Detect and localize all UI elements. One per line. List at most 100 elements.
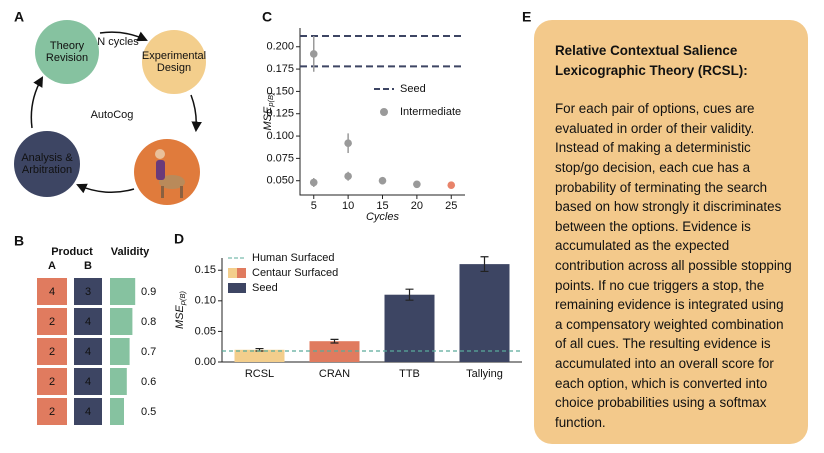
validity-label: 0.6 (141, 376, 156, 388)
cell-value: 2 (49, 406, 55, 418)
panel-label: B (14, 233, 24, 249)
x-tick-label: 5 (311, 200, 317, 212)
cell (37, 308, 67, 335)
validity-bar (110, 278, 136, 305)
validity-bar (110, 368, 127, 395)
cell-value: 4 (49, 286, 55, 298)
y-label-main: MSE (174, 305, 186, 330)
y-tick-label: 0.125 (266, 108, 294, 120)
cell-value: 2 (49, 346, 55, 358)
validity-label: 0.7 (141, 346, 156, 358)
axes (299, 28, 465, 196)
x-tick-label: Tallying (466, 368, 503, 380)
cell-value: 2 (49, 316, 55, 328)
panel-label: D (174, 231, 184, 247)
y-axis-label: MSEp(B) (174, 290, 187, 329)
cell (37, 338, 67, 365)
legend-label: Intermediate (400, 106, 461, 118)
node (35, 20, 99, 84)
table-header: Validity (111, 246, 150, 258)
legend-swatch (228, 283, 246, 293)
node-label: Design (157, 62, 191, 74)
arrow (190, 94, 202, 133)
panel-label: A (14, 9, 24, 25)
y-tick-label: 0.050 (266, 175, 294, 187)
x-tick-label: 15 (376, 200, 388, 212)
centaur-icon (155, 149, 185, 198)
panel-label: C (262, 9, 272, 25)
panel-label: E (522, 9, 531, 25)
y-label-sub: p(B) (266, 92, 275, 108)
cell-value: 4 (85, 316, 91, 328)
legend-label: Centaur Surfaced (252, 267, 338, 279)
y-tick-label: 0.15 (195, 264, 216, 276)
cell (37, 368, 67, 395)
point (378, 176, 387, 185)
x-tick-label: 25 (445, 200, 457, 212)
node-label: Arbitration (22, 164, 72, 176)
box-body: For each pair of options, cues are evalu… (555, 101, 792, 430)
bar (309, 341, 360, 362)
y-tick-label: 0.200 (266, 41, 294, 53)
x-axis-label: Cycles (366, 211, 400, 223)
legend-swatch (380, 108, 388, 116)
validity-bar (110, 308, 133, 335)
validity-label: 0.5 (141, 406, 156, 418)
cell (74, 398, 102, 425)
y-tick-label: 0.150 (266, 85, 294, 97)
point (447, 181, 456, 189)
y-tick-label: 0.10 (195, 295, 216, 307)
arrow (30, 76, 44, 129)
x-tick-label: RCSL (245, 368, 274, 380)
legend-swatch (228, 268, 237, 278)
node-label: Theory (50, 40, 85, 52)
x-tick-label: TTB (399, 368, 420, 380)
node-label: Revision (46, 52, 88, 64)
cell-value: 3 (85, 286, 91, 298)
y-tick-label: 0.100 (266, 130, 294, 142)
point (344, 172, 352, 181)
cell (74, 338, 102, 365)
legend-label: Seed (400, 83, 426, 95)
validity-bar (110, 398, 124, 425)
point (309, 178, 318, 187)
arrow (99, 31, 148, 42)
bar (234, 349, 285, 362)
error-bar (480, 256, 489, 273)
x-tick-label: 10 (342, 200, 354, 212)
y-tick-label: 0.05 (195, 325, 216, 337)
cell (74, 308, 102, 335)
cell-value: 2 (49, 376, 55, 388)
point (344, 139, 352, 148)
cell (37, 278, 67, 305)
node-label: Experimental (142, 50, 206, 62)
cell-value: 4 (85, 346, 91, 358)
validity-bar (110, 338, 130, 365)
point (413, 180, 421, 189)
center-label: AutoCog (91, 109, 134, 121)
y-tick-label: 0.00 (195, 356, 216, 368)
y-axis-label: MSEp(B) (262, 92, 275, 131)
cell (74, 368, 102, 395)
y-tick-label: 0.175 (266, 63, 294, 75)
arrow (76, 183, 135, 194)
node (142, 30, 206, 94)
error-bar (405, 288, 414, 301)
column-label: B (84, 260, 92, 272)
node-centaur (134, 139, 200, 205)
legend-swatch (237, 268, 246, 278)
legend-label: Human Surfaced (252, 252, 335, 264)
node (14, 131, 80, 197)
cycle-diagram (14, 20, 206, 205)
y-label-main: MSE (262, 106, 274, 131)
box-title: Relative Contextual Salience Lexicograph… (555, 43, 748, 78)
table-header: Product (51, 246, 93, 258)
y-label-sub: p(B) (178, 290, 187, 306)
validity-label: 0.8 (141, 316, 156, 328)
legend-label: Seed (252, 282, 278, 294)
bar (459, 264, 510, 362)
x-tick-label: 20 (411, 200, 423, 212)
error-bar (330, 338, 339, 344)
